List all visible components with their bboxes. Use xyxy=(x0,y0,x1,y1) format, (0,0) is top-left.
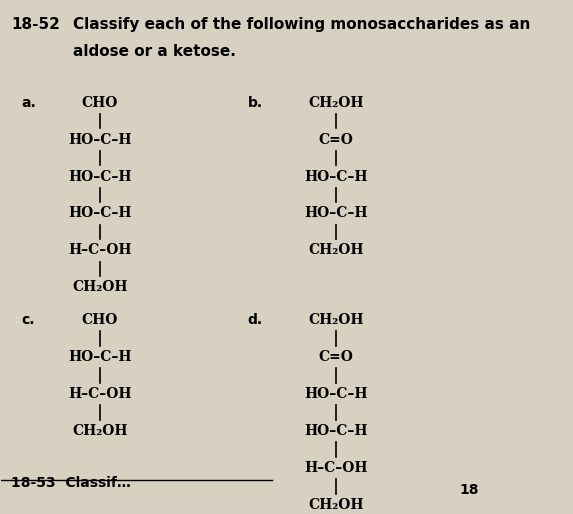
Text: 18-52: 18-52 xyxy=(11,16,60,31)
Text: H–C–OH: H–C–OH xyxy=(305,461,368,475)
Text: H–C–OH: H–C–OH xyxy=(68,244,132,258)
Text: c.: c. xyxy=(21,314,34,327)
Text: HO–C–H: HO–C–H xyxy=(68,170,132,183)
Text: a.: a. xyxy=(21,96,36,109)
Text: HO–C–H: HO–C–H xyxy=(305,207,368,221)
Text: d.: d. xyxy=(248,314,263,327)
Text: HO–C–H: HO–C–H xyxy=(68,350,132,364)
Text: HO–C–H: HO–C–H xyxy=(305,387,368,401)
Text: H–C–OH: H–C–OH xyxy=(68,387,132,401)
Text: 18-53  Classif…: 18-53 Classif… xyxy=(11,476,131,490)
Text: 18: 18 xyxy=(460,484,479,498)
Text: b.: b. xyxy=(248,96,263,109)
Text: CH₂OH: CH₂OH xyxy=(308,96,364,109)
Text: C=O: C=O xyxy=(319,350,354,364)
Text: HO–C–H: HO–C–H xyxy=(305,170,368,183)
Text: CH₂OH: CH₂OH xyxy=(308,498,364,512)
Text: HO–C–H: HO–C–H xyxy=(305,424,368,438)
Text: CH₂OH: CH₂OH xyxy=(72,281,128,295)
Text: CH₂OH: CH₂OH xyxy=(308,314,364,327)
Text: HO–C–H: HO–C–H xyxy=(68,133,132,146)
Text: CHO: CHO xyxy=(82,96,118,109)
Text: CH₂OH: CH₂OH xyxy=(72,424,128,438)
Text: CHO: CHO xyxy=(82,314,118,327)
Text: C=O: C=O xyxy=(319,133,354,146)
Text: HO–C–H: HO–C–H xyxy=(68,207,132,221)
Text: Classify each of the following monosaccharides as an: Classify each of the following monosacch… xyxy=(73,16,530,31)
Text: CH₂OH: CH₂OH xyxy=(308,244,364,258)
Text: aldose or a ketose.: aldose or a ketose. xyxy=(73,44,236,60)
